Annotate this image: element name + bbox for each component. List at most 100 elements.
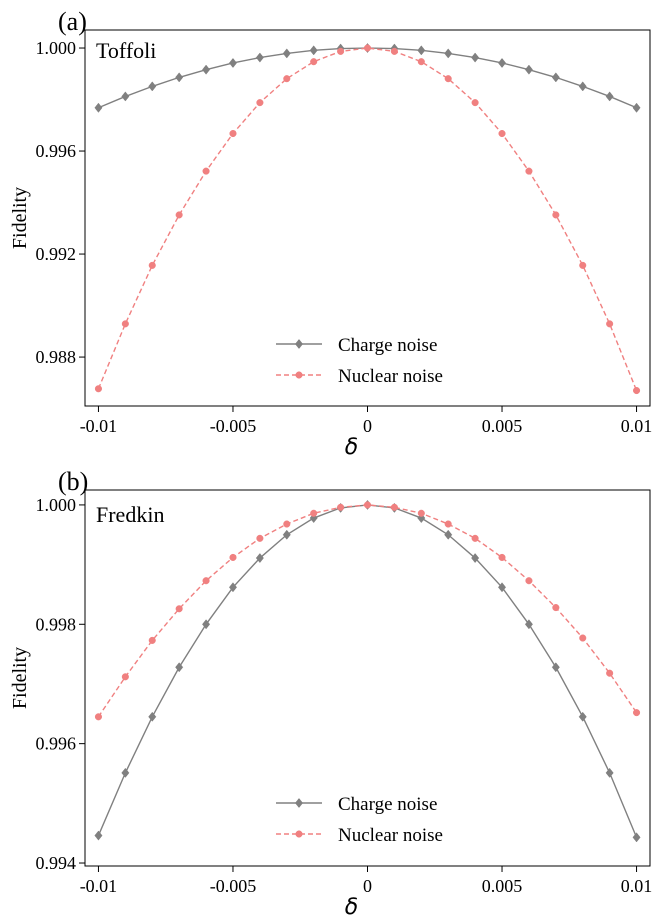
data-point	[390, 503, 398, 511]
x-tick-label: -0.005	[210, 876, 257, 896]
data-point	[444, 529, 453, 540]
data-point	[605, 767, 614, 778]
y-tick-label: 0.996	[36, 141, 77, 161]
data-point	[552, 211, 560, 219]
data-point	[229, 553, 237, 561]
data-point	[148, 636, 156, 644]
data-point	[121, 320, 129, 328]
x-axis-label: δ	[345, 435, 358, 460]
data-point	[417, 58, 425, 66]
chart-title: Fredkin	[96, 502, 164, 527]
legend-marker	[295, 371, 303, 379]
data-point	[255, 52, 264, 63]
legend-label: Nuclear noise	[338, 366, 443, 387]
data-point	[524, 619, 533, 630]
data-point	[202, 64, 211, 75]
data-point	[606, 320, 614, 328]
data-point	[148, 711, 157, 722]
chart-title: Toffoli	[96, 38, 156, 63]
y-tick-label: 0.996	[36, 734, 77, 754]
data-point	[578, 81, 587, 92]
data-point	[417, 509, 425, 517]
legend: Charge noise Nuclear noise	[276, 335, 443, 387]
x-tick-label: 0.005	[482, 876, 523, 896]
data-point	[94, 385, 103, 393]
data-point	[605, 91, 614, 102]
data-point	[256, 99, 264, 107]
data-point	[255, 553, 264, 564]
x-tick-label: 0	[363, 876, 372, 896]
data-point	[94, 713, 103, 721]
y-tick-label: 0.988	[36, 347, 77, 367]
data-point	[579, 261, 587, 269]
panel-label: (a)	[58, 7, 87, 36]
data-point	[175, 72, 184, 83]
data-point	[337, 47, 345, 55]
y-tick-label: 0.998	[36, 614, 77, 634]
y-axis-label: Fidelity	[9, 187, 31, 249]
data-point	[228, 57, 237, 68]
data-point	[310, 509, 318, 517]
data-point	[444, 48, 453, 59]
data-point	[363, 44, 372, 52]
data-point	[417, 45, 426, 56]
data-point	[606, 669, 614, 677]
data-point	[471, 99, 479, 107]
data-point	[121, 673, 129, 681]
data-point	[524, 64, 533, 75]
legend-label: Charge noise	[338, 794, 437, 815]
series-nuclear-noise	[94, 44, 641, 395]
data-point	[579, 634, 587, 642]
x-tick-label: 0	[363, 416, 372, 436]
data-point	[309, 45, 318, 56]
data-point	[148, 81, 157, 92]
legend-label: Nuclear noise	[338, 825, 443, 846]
legend-marker	[295, 830, 303, 838]
data-point	[202, 577, 210, 585]
data-point	[552, 604, 560, 612]
data-point	[498, 57, 507, 68]
x-tick-label: -0.005	[210, 416, 257, 436]
data-point	[444, 520, 452, 528]
x-tick-label: -0.01	[80, 416, 118, 436]
data-point	[498, 129, 506, 138]
y-tick-label: 1.000	[36, 495, 77, 515]
data-point	[632, 386, 641, 395]
data-point	[498, 582, 507, 593]
data-point	[228, 582, 237, 593]
y-tick-label: 0.992	[36, 244, 77, 264]
data-point	[471, 52, 480, 63]
panel-label: (b)	[58, 467, 88, 496]
data-point	[632, 832, 641, 843]
x-tick-label: -0.01	[80, 876, 118, 896]
data-point	[498, 553, 506, 561]
data-point	[444, 75, 452, 83]
data-point	[94, 830, 103, 841]
data-point	[148, 261, 156, 269]
y-axis-label: Fidelity	[9, 647, 31, 709]
x-tick-label: 0.005	[482, 416, 523, 436]
data-point	[551, 72, 560, 83]
data-point	[283, 75, 291, 83]
series-charge-noise	[94, 499, 641, 843]
y-tick-label: 1.000	[36, 38, 77, 58]
data-point	[229, 129, 237, 138]
chart-panel-2: (b) Fredkin -0.01 -0.005 0 0.005 0.01 0.994 0.99…	[9, 467, 652, 920]
legend-marker	[294, 797, 304, 809]
data-point	[175, 662, 184, 673]
data-point	[632, 102, 641, 113]
data-point	[471, 534, 479, 542]
data-point	[525, 577, 533, 585]
data-point	[578, 711, 587, 722]
data-point	[175, 605, 183, 613]
data-point	[310, 58, 318, 66]
data-point	[94, 102, 103, 113]
chart-panel-1: (a) Toffoli -0.01 -0.005 0 0.005 0.01 0.988 0.99…	[9, 7, 652, 460]
data-point	[471, 553, 480, 564]
data-point	[121, 767, 130, 778]
data-point	[282, 529, 291, 540]
data-point	[337, 503, 345, 511]
series-line	[97, 47, 638, 391]
data-point	[525, 167, 533, 175]
